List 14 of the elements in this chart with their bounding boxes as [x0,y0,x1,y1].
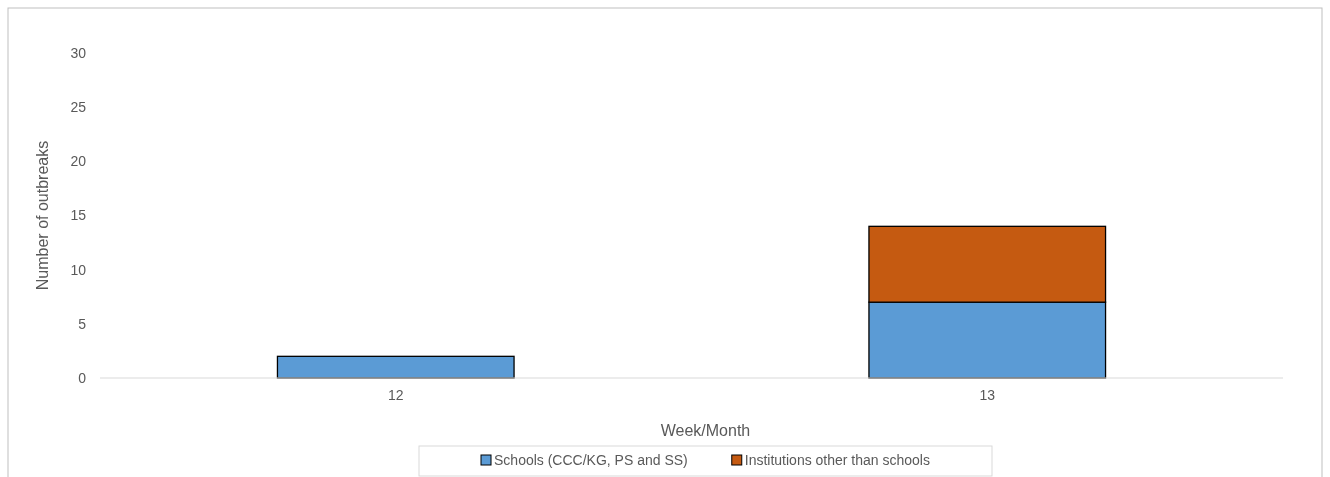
y-tick-label: 0 [78,369,87,386]
bar [276,355,515,379]
x-tick-label: 13 [979,386,996,403]
y-tick-label: 30 [70,44,87,61]
y-tick-label: 25 [70,99,87,116]
x-tick-label: 12 [387,386,404,403]
y-tick-label: 15 [70,207,87,224]
y-axis-title: Number of outbreaks [34,140,51,291]
legend-label: Schools (CCC/KG, PS and SS) [494,452,688,468]
y-tick-label: 5 [78,315,87,332]
y-tick-label: 20 [70,153,87,170]
legend-label: Institutions other than schools [744,452,930,468]
y-tick-label: 10 [70,261,87,278]
x-axis-title: Week/Month [660,422,751,439]
